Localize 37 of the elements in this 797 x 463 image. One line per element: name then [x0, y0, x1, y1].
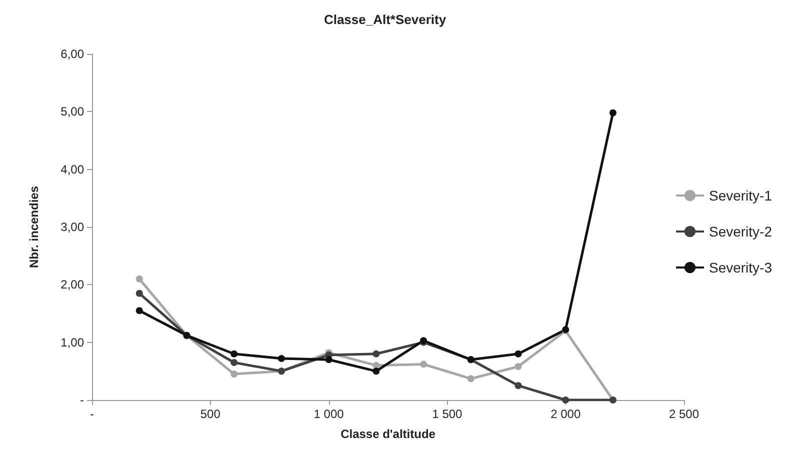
y-tick-label: 1,00: [60, 335, 84, 350]
y-axis-title: Nbr. incendies: [27, 186, 41, 268]
y-tick-label: 6,00: [60, 47, 84, 61]
point: [230, 359, 238, 366]
point: [325, 356, 332, 364]
point: [230, 350, 238, 358]
point: [372, 350, 380, 358]
y-tick-label: 5,00: [60, 104, 84, 119]
point: [372, 368, 380, 375]
y-tick-label: -: [80, 393, 84, 407]
legend-label: Severity-2: [708, 224, 772, 240]
legend-label: Severity-1: [708, 188, 772, 204]
point: [136, 290, 143, 297]
legend-label: Severity-3: [708, 260, 772, 276]
point: [467, 375, 474, 382]
y-tick-label: 4,00: [60, 162, 84, 176]
x-tick-label: 2 500: [668, 407, 700, 421]
point: [609, 109, 616, 116]
point: [136, 275, 143, 282]
x-tick-label: 1 000: [314, 407, 344, 421]
x-tick-label: 2 000: [550, 407, 581, 421]
x-tick-label: 500: [200, 407, 221, 421]
x-axis-title: Classe d'altitude: [340, 427, 436, 441]
y-tick-label: 2,00: [60, 278, 84, 292]
point: [230, 370, 238, 378]
point: [136, 307, 143, 314]
chart-title: Classe_Alt*Severity: [324, 12, 447, 27]
y-tick-label: 3,00: [60, 220, 84, 234]
point: [514, 363, 522, 370]
point: [278, 354, 285, 362]
point: [514, 382, 522, 390]
x-tick-label: -: [90, 407, 94, 421]
point: [372, 362, 380, 369]
point: [562, 396, 570, 404]
point: [514, 350, 522, 358]
x-tick-label: 1 500: [432, 407, 463, 421]
point: [420, 360, 428, 368]
